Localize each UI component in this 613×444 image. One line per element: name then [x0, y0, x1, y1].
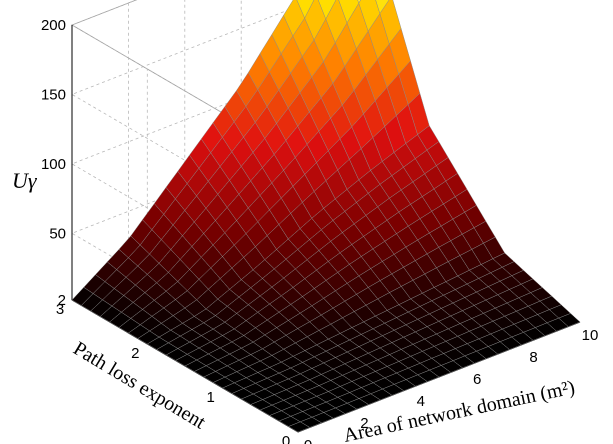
z-gridline — [71, 0, 316, 227]
x-tick-label: 0 — [304, 437, 312, 444]
x-tick-label: 4 — [417, 393, 425, 410]
z-tick-label: 200 — [41, 17, 66, 34]
x-tick-label: 2 — [360, 415, 368, 432]
surface-plot — [71, 0, 581, 433]
z-tick-label: 100 — [41, 156, 66, 173]
x-tick-label: 8 — [529, 349, 537, 366]
z-axis-label: Uγ — [12, 168, 38, 193]
y-tick-label: 0 — [282, 433, 290, 444]
x-gridline — [127, 3, 355, 411]
y-tick-label: 3 — [56, 301, 64, 318]
tick-labels: 02468100123250100150200 — [41, 17, 598, 444]
z-tick-label: 150 — [41, 86, 66, 103]
z-tick-label: 2 — [58, 292, 66, 309]
x-tick-label: 6 — [473, 371, 481, 388]
surface-patch — [558, 313, 581, 327]
x-tick-label: 10 — [582, 327, 599, 344]
z-tick-label: 50 — [49, 225, 66, 242]
x-gridline — [184, 0, 412, 389]
y-tick-label: 1 — [206, 389, 214, 406]
x-gridline — [240, 0, 468, 367]
y-tick-label: 2 — [131, 345, 139, 362]
